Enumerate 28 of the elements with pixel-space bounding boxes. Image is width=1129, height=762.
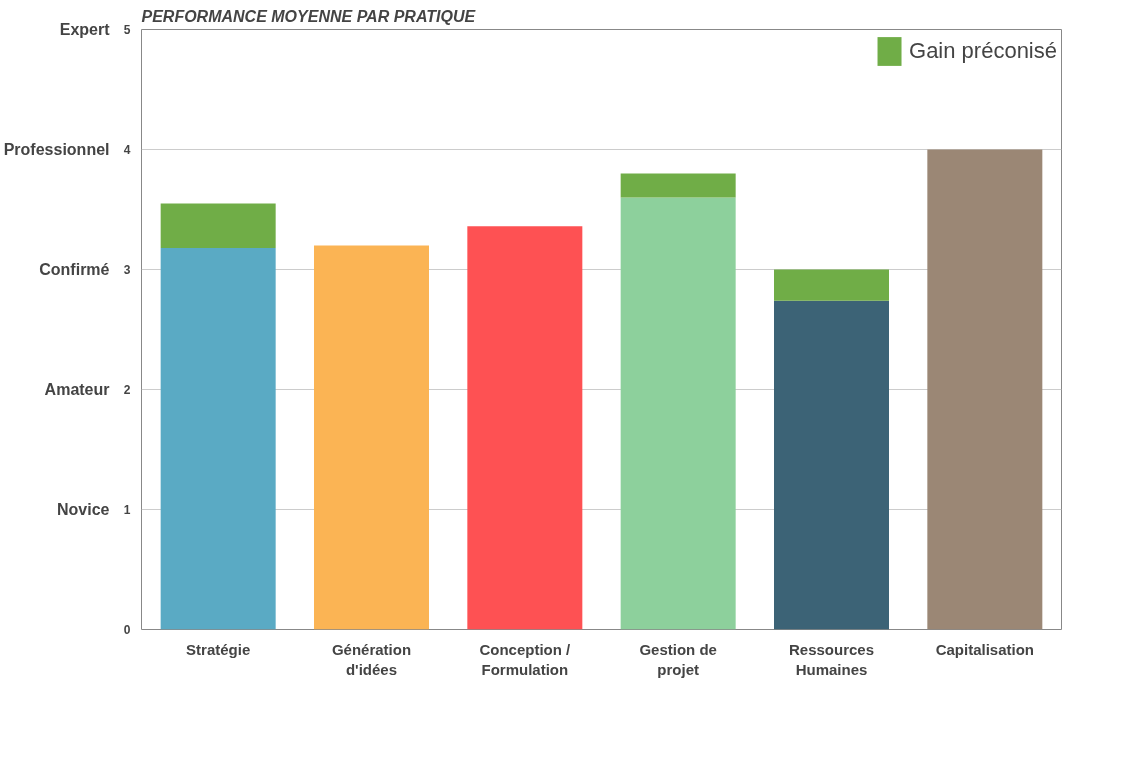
category-label: Novice xyxy=(57,501,110,518)
chart-title: PERFORMANCE MOYENNE PAR PRATIQUE xyxy=(141,7,477,25)
bar xyxy=(620,173,736,198)
y-tick-label: 2 xyxy=(123,383,131,397)
bar xyxy=(467,226,583,630)
bar xyxy=(160,247,276,630)
x-tick-label: Capitalisation xyxy=(935,640,1035,658)
y-tick-label: 5 xyxy=(123,23,131,37)
x-tick-label: Conception / Formulation xyxy=(479,640,572,678)
y-tick-label: 4 xyxy=(123,143,131,157)
x-tick-label: Ressources Humaines xyxy=(788,640,875,678)
category-label: Confirmé xyxy=(39,261,110,278)
bar xyxy=(314,245,429,630)
bar xyxy=(160,203,276,248)
x-tick-label: Génération d'idées xyxy=(331,640,412,678)
y-tick-label: 0 xyxy=(123,623,131,637)
category-label: Professionnel xyxy=(3,141,110,158)
bar xyxy=(927,149,1043,630)
x-tick-label: Gestion de projet xyxy=(639,640,717,678)
y-tick-label: 3 xyxy=(123,263,131,277)
category-label: Expert xyxy=(59,21,110,38)
category-label: Amateur xyxy=(44,381,110,398)
x-tick-label: Stratégie xyxy=(186,640,251,658)
bar xyxy=(774,300,889,630)
bar xyxy=(774,269,889,301)
bar xyxy=(620,197,736,630)
y-tick-label: 1 xyxy=(123,503,131,517)
legend-label: Gain préconisé xyxy=(909,38,1057,64)
